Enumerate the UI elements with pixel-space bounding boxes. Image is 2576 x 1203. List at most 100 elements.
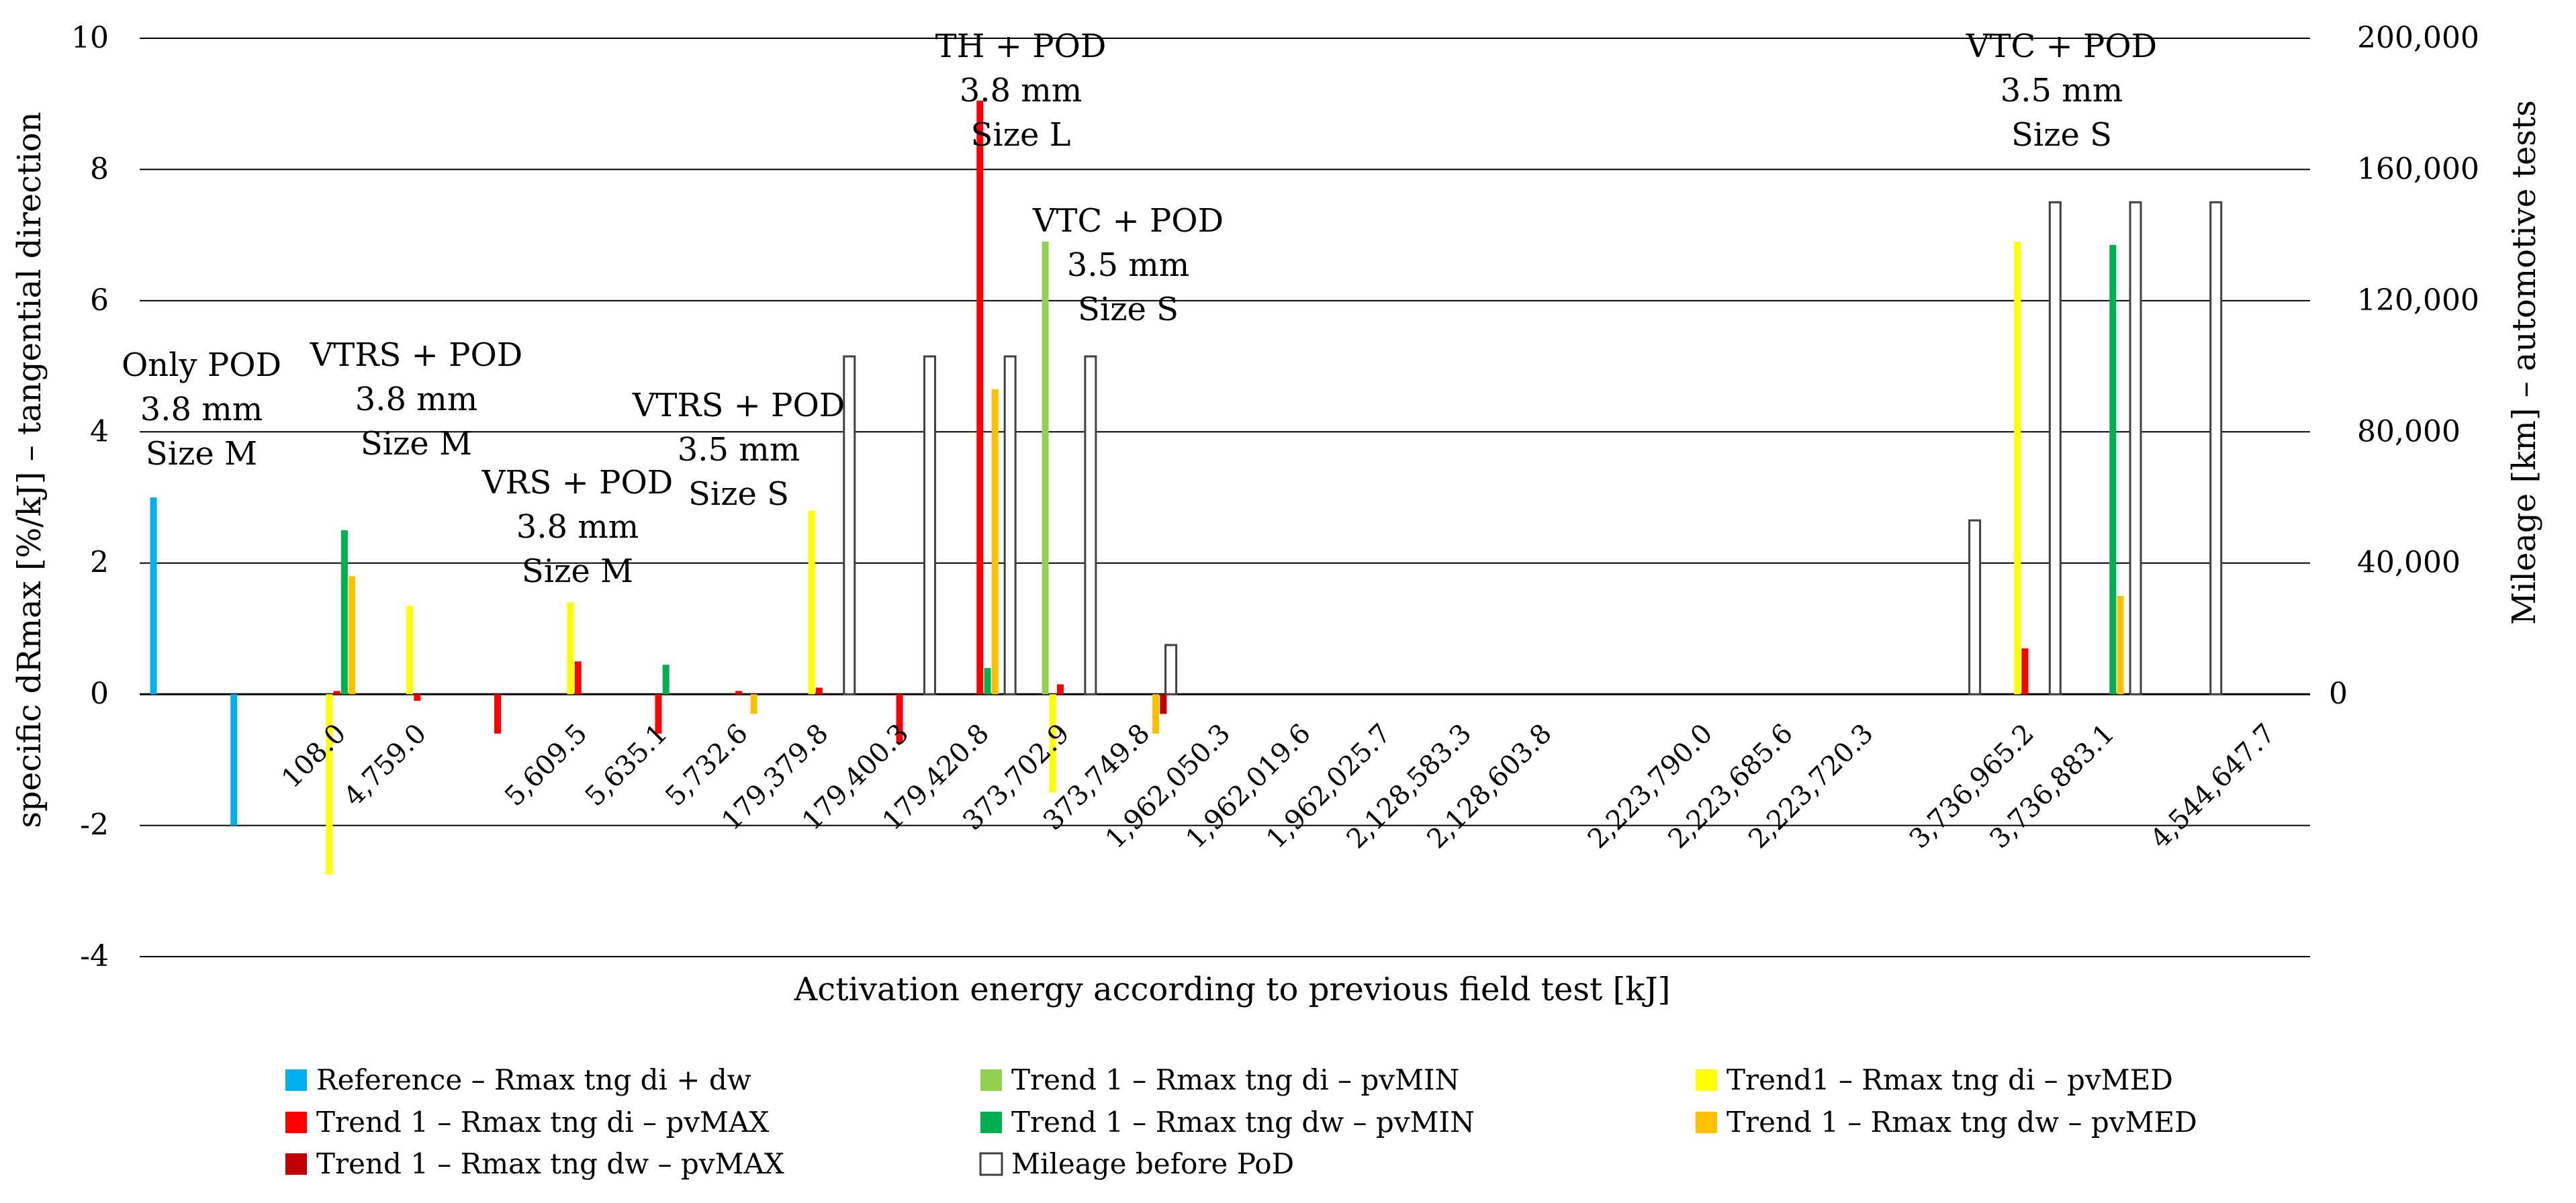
legend-label: Trend1 – Rmax tng di – pvMED	[1727, 1063, 2173, 1096]
data-bar	[1056, 684, 1064, 695]
left-tick-label: 4	[90, 414, 109, 448]
annotation-line: VTRS + POD	[632, 387, 845, 424]
annotation-line: 3.8 mm	[140, 391, 263, 428]
legend-swatch	[285, 1153, 307, 1175]
data-bar	[1049, 694, 1056, 793]
legend-swatch	[980, 1069, 1002, 1091]
data-bar	[735, 691, 743, 695]
left-tick-label: 0	[90, 677, 109, 711]
data-bar	[406, 606, 414, 695]
mileage-bar	[2209, 201, 2223, 695]
left-tick-label: -2	[80, 808, 109, 843]
data-bar	[414, 694, 421, 701]
data-bar	[494, 694, 502, 734]
annotation-line: 3.8 mm	[355, 381, 478, 418]
left-tick-label: -4	[80, 939, 109, 973]
data-bar	[230, 694, 238, 826]
annotation-line: 3.8 mm	[516, 508, 639, 546]
mileage-bar	[923, 355, 936, 695]
mileage-bar	[1003, 355, 1017, 695]
annotation-line: VTC + POD	[1966, 28, 2157, 65]
data-bar	[349, 576, 356, 695]
right-tick-label: 80,000	[2357, 414, 2460, 448]
annotation-line: 3.5 mm	[2000, 72, 2123, 109]
right-tick-label: 160,000	[2357, 152, 2479, 186]
left-tick-label: 2	[90, 546, 109, 580]
legend-label: Trend 1 – Rmax tng dw – pvMED	[1727, 1106, 2197, 1139]
annotations: Only POD 3.8 mm Size M VTRS + POD 3.8 mm Size…	[122, 28, 2157, 590]
data-bar	[340, 530, 348, 695]
legend-swatch	[1696, 1112, 1717, 1133]
annotation-line: 3.8 mm	[960, 72, 1083, 109]
annotation-line: Only POD	[122, 346, 281, 384]
right-tick-label: 120,000	[2357, 283, 2479, 318]
legend-swatch	[1696, 1069, 1717, 1091]
annotation-line: VTC + POD	[1032, 202, 1224, 240]
legend-swatch	[285, 1069, 307, 1091]
right-axis-ticks: 0 40,000 80,000 120,000 160,000 200,000	[2329, 21, 2479, 711]
x-axis-title: Activation energy according to previous …	[794, 971, 1671, 1008]
data-bar	[984, 668, 991, 695]
data-bar	[991, 389, 999, 695]
annotation-line: TH + POD	[935, 28, 1107, 65]
category-labels: 108.04,759.0 5,609.55,635.15,732.6179,379…	[276, 718, 2281, 855]
legend-label: Trend 1 – Rmax tng di – pvMIN	[1011, 1063, 1459, 1096]
category-label: 5,609.5	[499, 718, 593, 812]
mileage-bar	[843, 355, 856, 695]
data-bar	[326, 694, 333, 875]
data-bar	[976, 100, 984, 695]
legend-label: Trend 1 – Rmax tng dw – pvMAX	[316, 1147, 784, 1180]
annotation-line: VRS + POD	[481, 464, 674, 501]
data-bar	[662, 665, 670, 695]
bars	[150, 100, 2223, 875]
data-bar	[2117, 595, 2124, 695]
data-bar	[1160, 694, 1167, 714]
annotation-line: VTRS + POD	[310, 336, 523, 374]
annotation-line: Size M	[522, 552, 633, 590]
legend-swatch	[980, 1112, 1002, 1133]
annotation-line: 3.5 mm	[678, 431, 800, 469]
data-bar	[750, 694, 757, 714]
data-bar	[808, 510, 815, 695]
legend-swatch	[979, 1152, 1003, 1176]
data-bar	[333, 691, 340, 695]
annotation-line: Size S	[2011, 116, 2112, 154]
y-axis-left-title: specific dRmax [%/kJ] – tangential direc…	[11, 111, 48, 828]
mileage-bar	[2048, 201, 2062, 695]
category-label: 4,544,647.7	[2145, 718, 2281, 855]
data-bar	[1042, 241, 1049, 695]
mileage-bar	[1968, 519, 1982, 695]
category-label: 5,635.1	[580, 718, 674, 812]
data-bar	[896, 694, 903, 744]
data-bar	[567, 602, 574, 695]
legend-label: Trend 1 – Rmax tng di – pvMAX	[316, 1106, 769, 1139]
data-bar	[815, 687, 823, 695]
annotation-line: Size M	[146, 435, 257, 473]
annotation-line: Size M	[361, 425, 472, 463]
y-axis-right-title: Mileage [km] – automotive tests	[2505, 100, 2543, 625]
right-tick-label: 0	[2329, 677, 2348, 711]
data-bar	[2014, 241, 2021, 695]
mileage-bar	[1164, 644, 1178, 695]
mileage-bar	[1084, 355, 1097, 695]
data-bar	[574, 661, 582, 695]
left-tick-label: 10	[71, 21, 109, 55]
annotation-line: Size S	[1078, 291, 1179, 328]
data-bar	[1152, 694, 1160, 734]
legend-label: Mileage before PoD	[1011, 1147, 1294, 1180]
category-label: 108.0	[276, 718, 353, 795]
data-bar	[2109, 244, 2117, 695]
data-bar	[150, 497, 157, 695]
right-tick-label: 200,000	[2357, 21, 2479, 55]
left-axis-ticks: -4 -2 0 2 4 6 8 10	[71, 21, 109, 973]
annotation-line: Size L	[970, 116, 1070, 154]
data-bar	[2021, 648, 2029, 695]
category-label: 4,759.0	[338, 718, 432, 812]
left-tick-label: 6	[90, 283, 109, 318]
right-tick-label: 40,000	[2357, 546, 2460, 580]
mileage-bar	[2129, 201, 2142, 695]
annotation-line: 3.5 mm	[1067, 246, 1190, 284]
legend: Reference – Rmax tng di + dw Trend 1 – Rm…	[285, 1063, 2197, 1180]
legend-label: Trend 1 – Rmax tng dw – pvMIN	[1011, 1106, 1475, 1139]
